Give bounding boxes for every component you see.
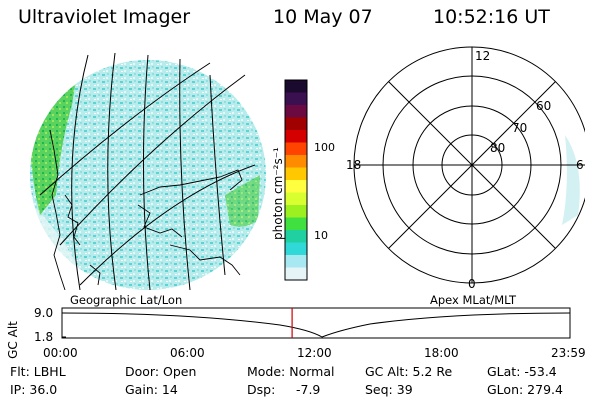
time-tick-1200: 12:00 — [297, 346, 332, 360]
gc-alt-info: GC Alt: 5.2 Re — [365, 364, 453, 379]
time-tick-2359: 23:59 — [551, 346, 586, 360]
door-info: Door: Open — [125, 364, 197, 379]
colorbar-swatch — [285, 255, 307, 269]
colorbar — [284, 79, 308, 281]
time-tick-0000: 00:00 — [43, 346, 78, 360]
instrument-title: Ultraviolet Imager — [18, 6, 191, 28]
colorbar-swatch — [285, 192, 307, 206]
lat-lon-grid — [39, 52, 256, 290]
time-tick-1800: 18:00 — [424, 346, 459, 360]
colorbar-swatch — [285, 242, 307, 256]
dsp-info-label: Dsp: — [247, 382, 276, 397]
geographic-image — [30, 52, 266, 290]
colorbar-unit-label: photon cm⁻²s⁻¹ — [271, 147, 285, 240]
colorbar-swatch — [285, 180, 307, 194]
lat-label-80: 80 — [490, 141, 505, 155]
lat-label-60: 60 — [536, 99, 551, 113]
colorbar-swatch — [285, 155, 307, 169]
mode-info: Mode: Normal — [247, 364, 335, 379]
polar-plot: 12 18 6 0 60 70 80 — [346, 46, 585, 290]
colorbar-swatch — [285, 142, 307, 156]
mlt-label-6: 6 — [576, 158, 584, 172]
colorbar-swatch — [285, 205, 307, 219]
time-tick-0600: 06:00 — [170, 346, 205, 360]
colorbar-swatch — [285, 117, 307, 131]
apex-projection-label: Apex MLat/MLT — [430, 293, 517, 307]
gain-info: Gain: 14 — [125, 382, 178, 397]
ip-info: IP: 36.0 — [10, 382, 58, 397]
altitude-timeline: GC Alt 9.0 1.8 — [6, 306, 571, 359]
time-label: 10:52:16 UT — [433, 6, 550, 28]
colorbar-swatch — [285, 217, 307, 231]
colorbar-swatch — [285, 167, 307, 181]
mlt-label-0: 0 — [468, 277, 476, 290]
colorbar-swatch — [285, 130, 307, 144]
lat-label-70: 70 — [512, 121, 527, 135]
altitude-tick-high: 9.0 — [34, 306, 53, 320]
glat-info: GLat: -53.4 — [487, 364, 557, 379]
colorbar-swatch — [285, 92, 307, 106]
mlt-label-12: 12 — [475, 49, 490, 63]
coastline — [49, 129, 243, 290]
altitude-axis-label: GC Alt — [6, 321, 20, 359]
altitude-curve — [61, 312, 571, 338]
filter-info: Flt: LBHL — [10, 364, 66, 379]
seq-info: Seq: 39 — [365, 382, 413, 397]
glon-info: GLon: 279.4 — [487, 382, 563, 397]
colorbar-swatch — [285, 267, 307, 281]
date-label: 10 May 07 — [273, 6, 373, 28]
colorbar-swatches — [285, 80, 307, 281]
colorbar-swatch — [285, 230, 307, 244]
geographic-projection-label: Geographic Lat/Lon — [70, 293, 183, 307]
altitude-tick-low: 1.8 — [34, 330, 53, 344]
colorbar-tick-10: 10 — [314, 229, 328, 242]
colorbar-swatch — [285, 105, 307, 119]
mlt-label-18: 18 — [346, 158, 361, 172]
colorbar-tick-100: 100 — [314, 141, 335, 154]
dsp-info-value: -7.9 — [296, 382, 321, 397]
colorbar-swatch — [285, 80, 307, 94]
